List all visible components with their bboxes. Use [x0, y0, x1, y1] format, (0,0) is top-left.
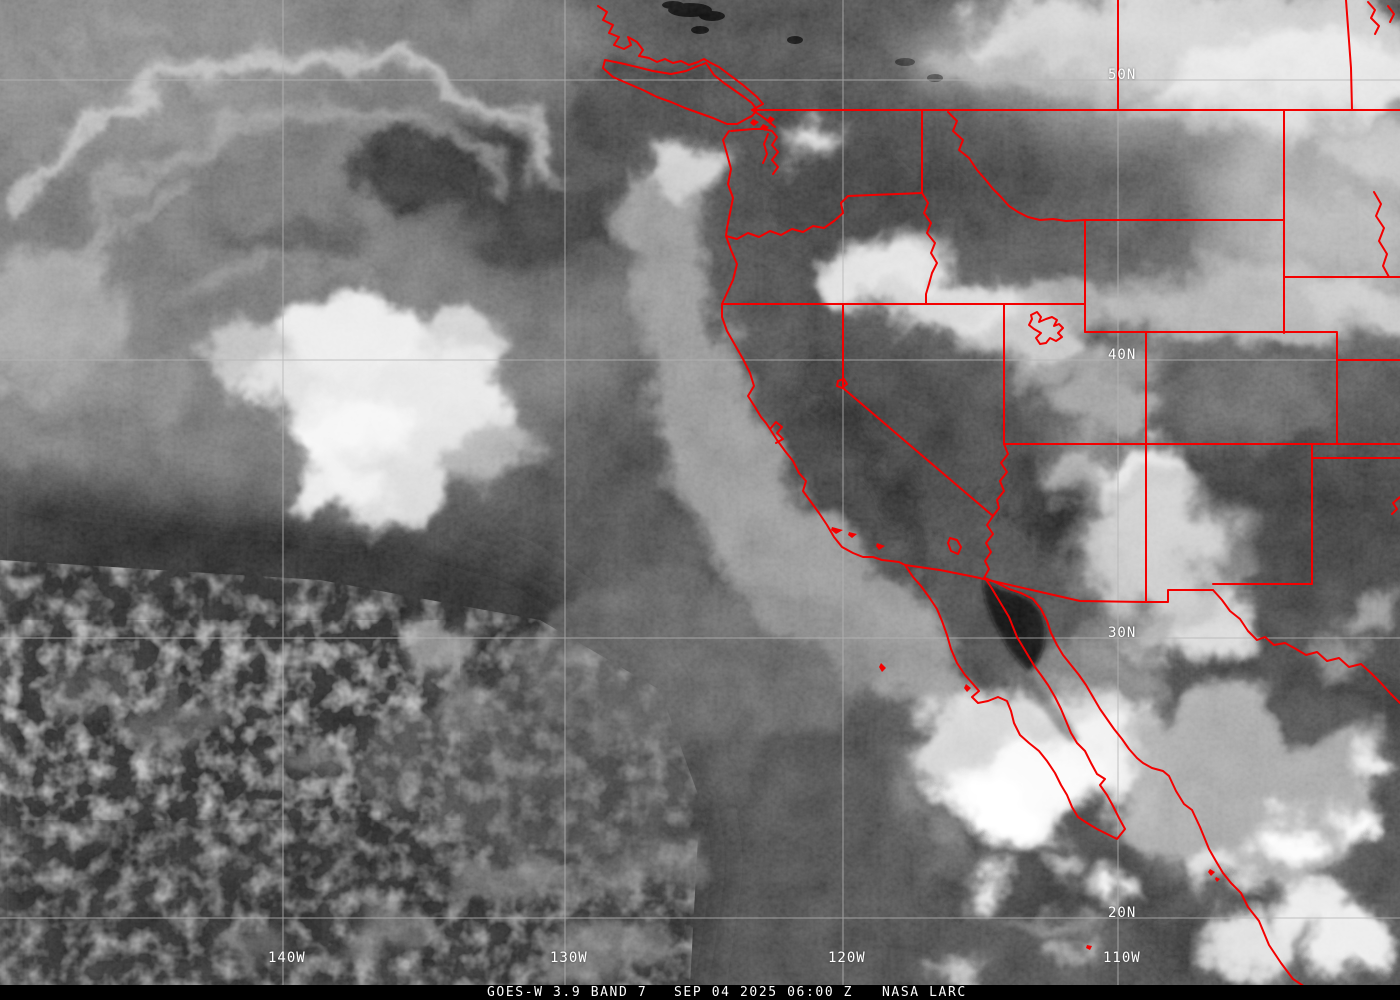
lon-label-130w: 130W: [550, 950, 588, 966]
border-rio-grande: [1212, 589, 1400, 704]
isla-guadalupe: [879, 663, 886, 672]
lon-label-140w: 140W: [268, 950, 306, 966]
caption-bar: GOES-W 3.9 BAND 7 SEP 04 2025 06:00 Z NA…: [0, 985, 1400, 1000]
caption-product: GOES-W 3.9 BAND 7: [487, 985, 648, 1000]
border-id-mt: [947, 111, 1086, 222]
border-us-mexico: [904, 564, 1214, 603]
coast-mainland-mexico: [984, 577, 1350, 1000]
coast-bc-fjords: [597, 5, 776, 128]
lat-label-20n: 20N: [1108, 905, 1137, 921]
river-right-edge: [1391, 496, 1400, 515]
isla-cedros: [964, 684, 971, 692]
isla-isabel: [1086, 945, 1092, 950]
lake-tahoe: [836, 378, 848, 389]
lat-label-50n: 50N: [1108, 67, 1137, 83]
border-ca-nv-diagonal: [842, 387, 994, 517]
border-wa-or: [847, 192, 923, 197]
canada-lakes-squiggle: [1367, 1, 1395, 35]
salton-sea: [947, 537, 962, 555]
lat-label-30n: 30N: [1108, 625, 1137, 641]
caption-datetime: SEP 04 2025 06:00 Z: [674, 985, 854, 1000]
river-missouri: [1373, 191, 1390, 278]
coast-baja: [904, 564, 1126, 840]
lon-label-110w: 110W: [1103, 950, 1141, 966]
lat-label-40n: 40N: [1108, 347, 1137, 363]
map-islands-overlay: [750, 116, 1220, 950]
border-sk-mb: [1345, 0, 1353, 111]
channel-islands: [831, 527, 885, 550]
coast-vancouver-island: [602, 59, 758, 125]
border-colorado-river: [983, 515, 994, 579]
caption-credit: NASA LARC: [882, 985, 967, 1000]
border-nv-az: [992, 443, 1009, 517]
coast-pacific-us: [721, 130, 906, 566]
map-borders-overlay: [597, 0, 1400, 1000]
great-salt-lake: [1028, 311, 1064, 345]
lon-label-120w: 120W: [828, 950, 866, 966]
islas-marias: [1208, 869, 1220, 882]
border-or-id-snake: [921, 192, 938, 305]
coast-juan-de-fuca-puget: [730, 128, 779, 175]
san-juan-islands: [750, 116, 775, 131]
